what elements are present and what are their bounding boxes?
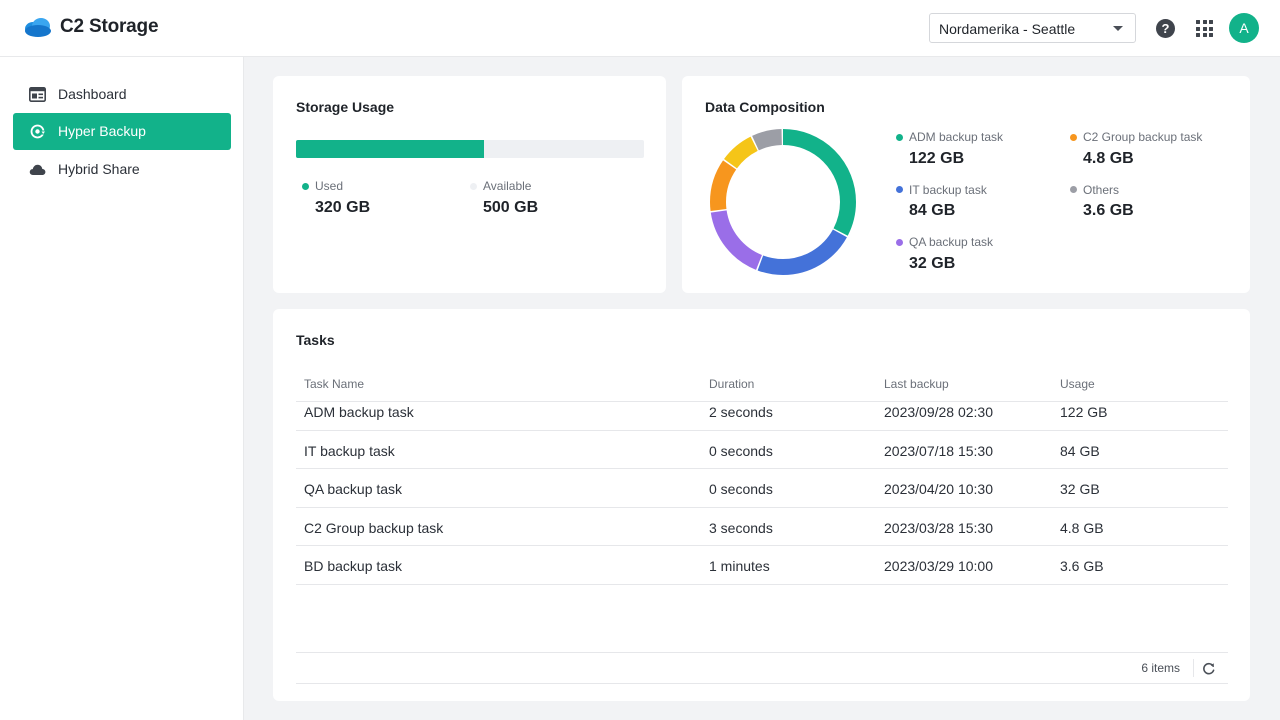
legend-label: ADM backup task: [909, 130, 1004, 144]
sidebar-item-hyper-backup[interactable]: Hyper Backup: [13, 113, 231, 150]
chevron-down-icon: [1113, 26, 1123, 31]
legend-label: IT backup task: [909, 183, 987, 197]
sidebar-item-label: Dashboard: [58, 86, 127, 102]
task-name-cell: C2 Group backup task: [304, 519, 444, 536]
donut-segment-0: [710, 129, 856, 275]
sidebar: Dashboard Hyper Backup Hybrid Share: [0, 57, 244, 720]
legend-dot-icon: [896, 186, 903, 193]
usage-cell: 122 GB: [1060, 404, 1108, 420]
duration-cell: 3 seconds: [709, 519, 773, 536]
top-header: C2 Storage Nordamerika - Seattle ? A: [0, 0, 1280, 57]
used-dot-icon: [302, 183, 309, 190]
available-value: 500 GB: [483, 199, 539, 216]
last-backup-cell: 2023/03/28 15:30: [884, 519, 993, 536]
usage-cell: 84 GB: [1060, 442, 1100, 459]
table-row[interactable]: IT backup task 0 seconds 2023/07/18 15:3…: [296, 431, 1228, 469]
legend-label: QA backup task: [909, 235, 994, 249]
storage-usage-card: Storage Usage Used 320 GB Available 500 …: [273, 76, 666, 293]
region-select-value: Nordamerika - Seattle: [939, 21, 1076, 37]
storage-usage-bar-fill: [296, 140, 484, 158]
sidebar-item-label: Hybrid Share: [58, 161, 140, 177]
usage-cell: 4.8 GB: [1060, 519, 1104, 536]
column-header-last-backup[interactable]: Last backup: [884, 377, 949, 391]
data-composition-donut-chart: [710, 129, 856, 275]
table-row[interactable]: C2 Group backup task 3 seconds 2023/03/2…: [296, 508, 1228, 546]
refresh-icon[interactable]: [1201, 661, 1216, 676]
help-icon[interactable]: ?: [1156, 19, 1175, 38]
legend-value: 122 GB: [909, 150, 965, 167]
tasks-table-footer: 6 items: [296, 652, 1228, 684]
legend-value: 3.6 GB: [1083, 202, 1134, 219]
footer-divider: [1193, 659, 1194, 677]
hyper-backup-icon: [30, 124, 46, 139]
tasks-table-header: Task Name Duration Last backup Usage: [296, 364, 1228, 402]
task-name-cell: QA backup task: [304, 481, 403, 497]
sidebar-item-label: Hyper Backup: [58, 123, 146, 139]
sidebar-item-dashboard[interactable]: Dashboard: [13, 76, 231, 113]
usage-cell: 32 GB: [1060, 481, 1100, 497]
donut-segment-1: [710, 129, 856, 275]
used-value: 320 GB: [315, 199, 371, 216]
legend-value: 32 GB: [909, 255, 956, 272]
region-select[interactable]: Nordamerika - Seattle: [929, 13, 1136, 43]
last-backup-cell: 2023/04/20 10:30: [884, 481, 993, 497]
tasks-title: Tasks: [296, 332, 335, 348]
sidebar-item-hybrid-share[interactable]: Hybrid Share: [13, 151, 231, 188]
available-label: Available: [483, 179, 532, 193]
cloud-icon: [29, 164, 46, 175]
tasks-card: Tasks Task Name Duration Last backup Usa…: [273, 309, 1250, 701]
legend-dot-icon: [896, 239, 903, 246]
last-backup-cell: 2023/03/29 10:00: [884, 558, 993, 574]
used-label: Used: [315, 179, 344, 193]
task-name-cell: BD backup task: [304, 558, 403, 574]
usage-cell: 3.6 GB: [1060, 558, 1104, 574]
c2-storage-logo-icon[interactable]: [24, 16, 52, 38]
task-name-cell: IT backup task: [304, 442, 395, 459]
dashboard-icon: [29, 87, 46, 102]
legend-value: 4.8 GB: [1083, 150, 1134, 167]
legend-label: Others: [1083, 183, 1120, 197]
items-count: 6 items: [1141, 661, 1180, 675]
duration-cell: 0 seconds: [709, 481, 773, 497]
apps-grid-icon[interactable]: [1196, 20, 1213, 37]
task-name-cell: ADM backup task: [304, 404, 414, 420]
legend-label: C2 Group backup task: [1083, 130, 1203, 144]
legend-dot-icon: [896, 134, 903, 141]
column-header-duration[interactable]: Duration: [709, 377, 755, 391]
table-row[interactable]: QA backup task 0 seconds 2023/04/20 10:3…: [296, 469, 1228, 508]
table-row[interactable]: ADM backup task 2 seconds 2023/09/28 02:…: [296, 392, 1228, 431]
legend-dot-icon: [1070, 134, 1077, 141]
donut-segment-3: [710, 129, 856, 275]
data-composition-title: Data Composition: [705, 99, 825, 115]
data-composition-card: Data Composition ADM backup task 122 GB …: [682, 76, 1250, 293]
column-header-usage[interactable]: Usage: [1060, 377, 1095, 391]
duration-cell: 1 minutes: [709, 558, 770, 574]
storage-usage-bar: [296, 140, 644, 158]
storage-usage-title: Storage Usage: [296, 99, 395, 115]
user-avatar[interactable]: A: [1229, 13, 1259, 43]
available-dot-icon: [470, 183, 477, 190]
app-title: C2 Storage: [60, 16, 159, 37]
duration-cell: 0 seconds: [709, 442, 773, 459]
duration-cell: 2 seconds: [709, 404, 773, 420]
table-row[interactable]: BD backup task 1 minutes 2023/03/29 10:0…: [296, 546, 1228, 585]
last-backup-cell: 2023/07/18 15:30: [884, 442, 993, 459]
legend-dot-icon: [1070, 186, 1077, 193]
column-header-task-name[interactable]: Task Name: [304, 377, 365, 391]
last-backup-cell: 2023/09/28 02:30: [884, 404, 993, 420]
legend-value: 84 GB: [909, 202, 956, 219]
